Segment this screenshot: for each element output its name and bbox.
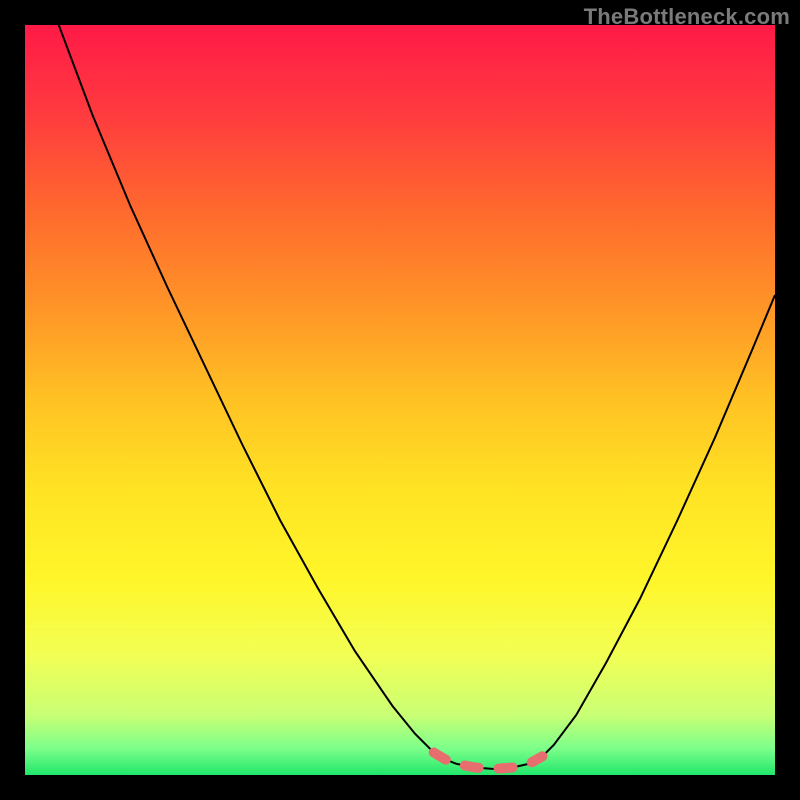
watermark-text: TheBottleneck.com xyxy=(584,4,790,30)
chart-canvas xyxy=(0,0,800,800)
plot-background xyxy=(25,25,775,775)
bottleneck-chart: TheBottleneck.com xyxy=(0,0,800,800)
